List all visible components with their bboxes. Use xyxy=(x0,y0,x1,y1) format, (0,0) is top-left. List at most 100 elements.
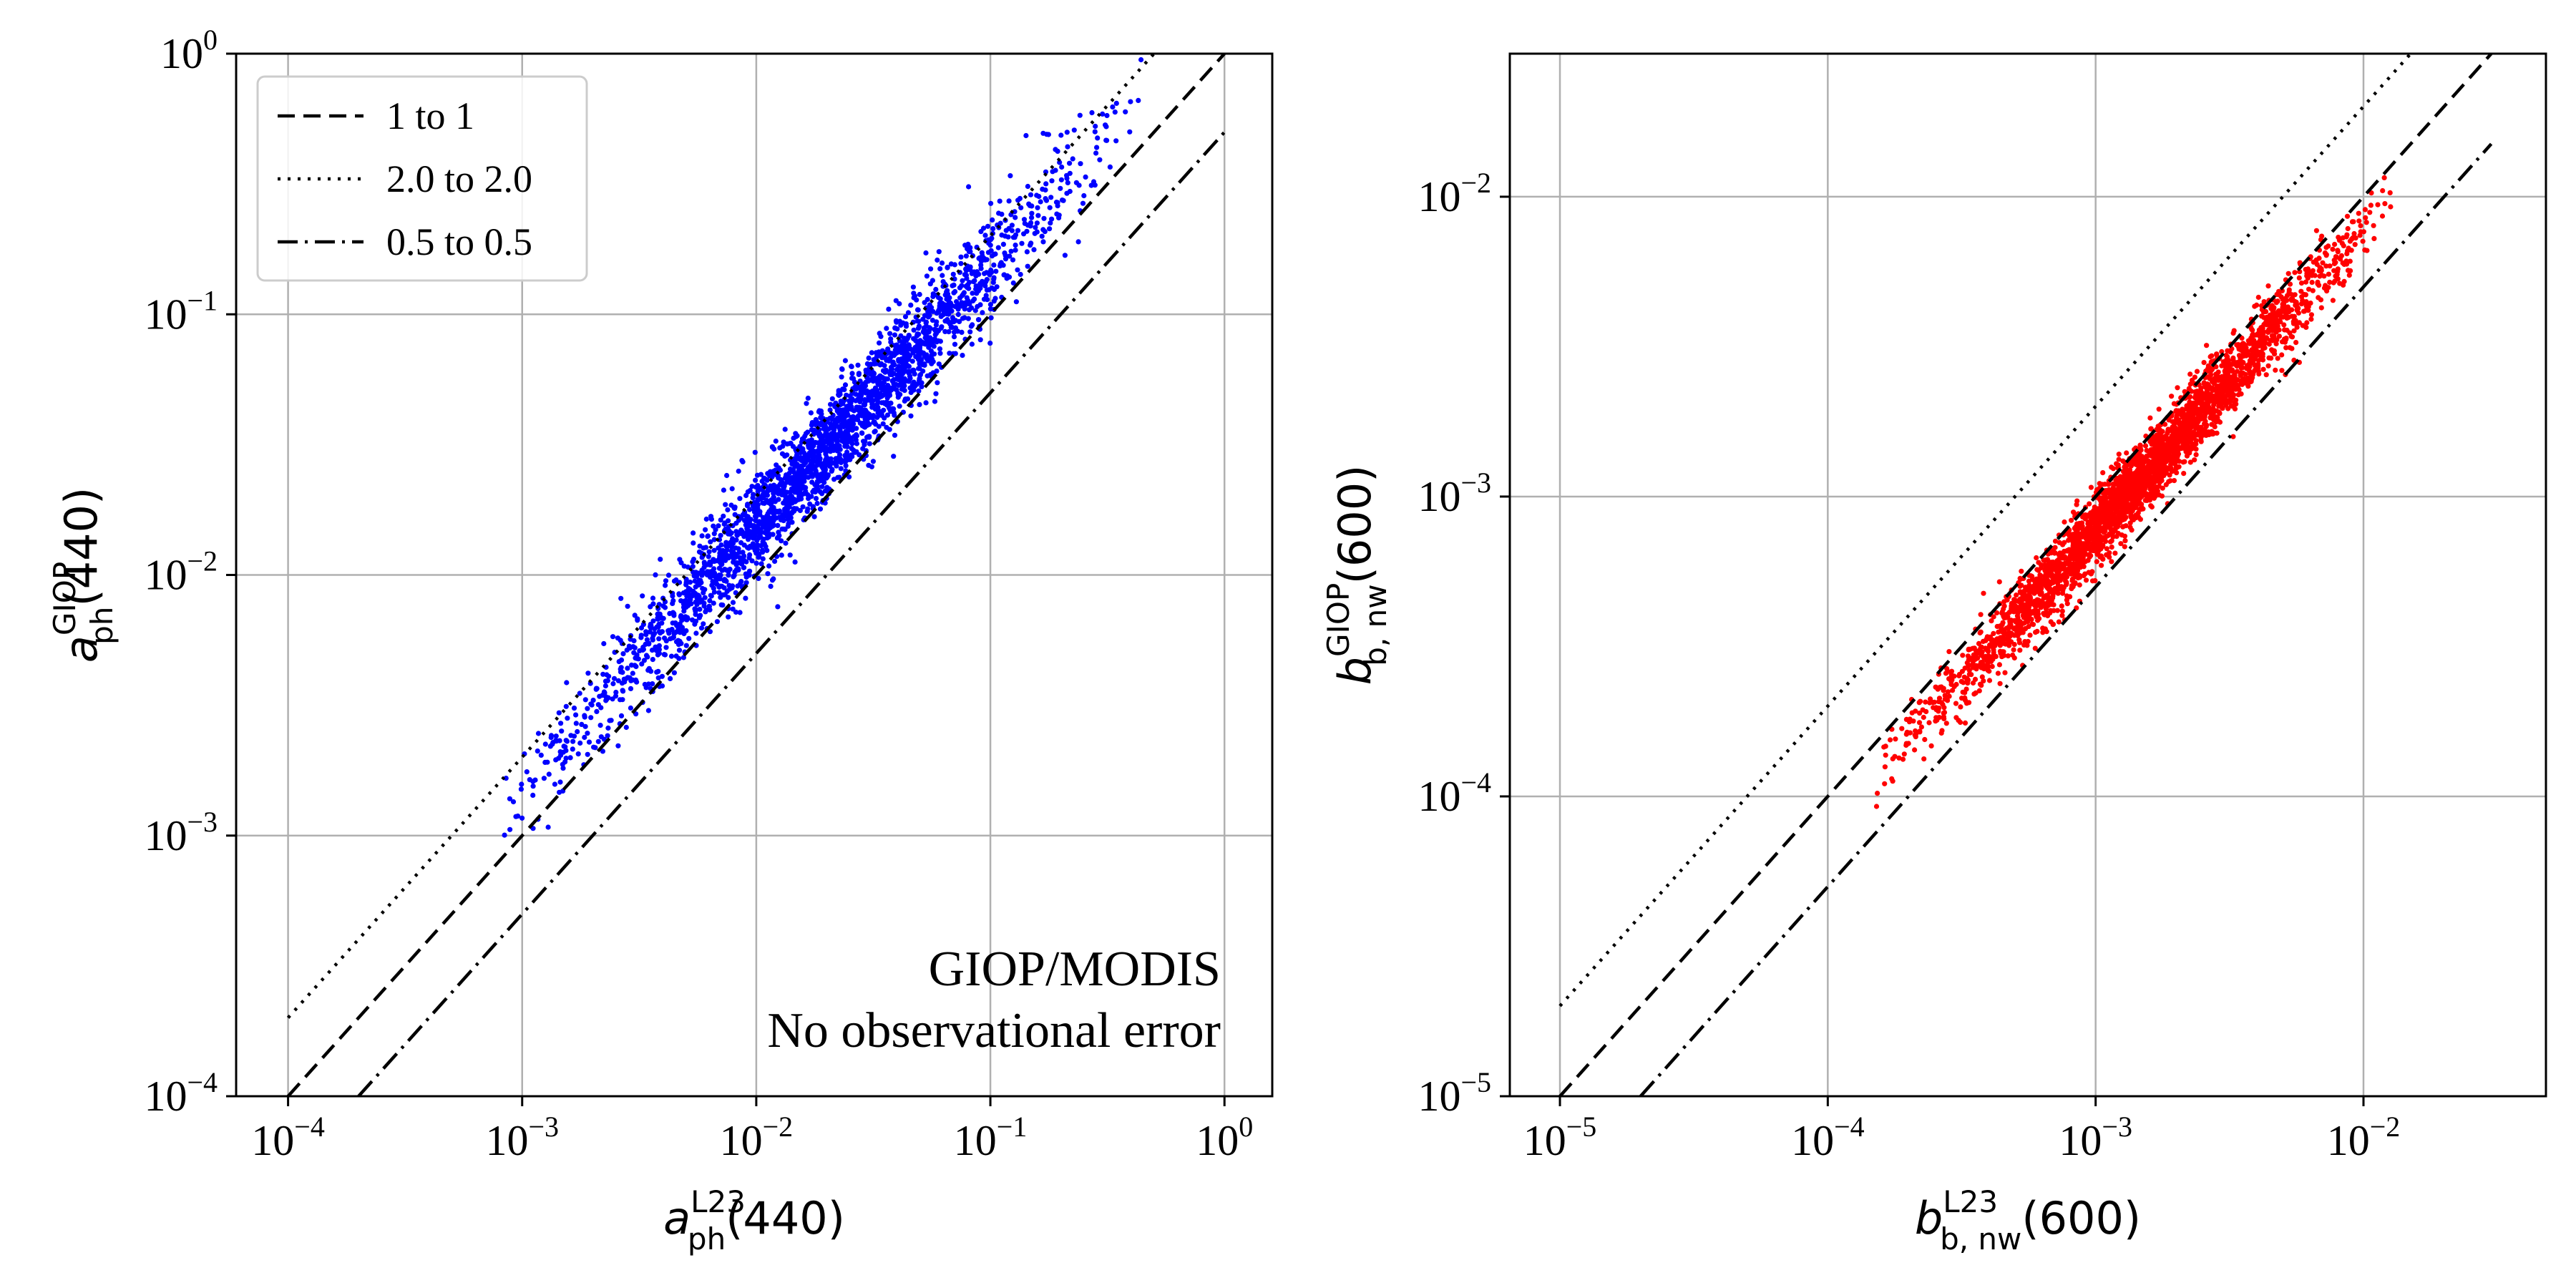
scatter-point xyxy=(947,301,952,307)
scatter-point xyxy=(1039,233,1045,239)
scatter-point xyxy=(1049,216,1055,222)
scatter-point xyxy=(2066,537,2072,543)
scatter-point xyxy=(738,579,744,585)
scatter-point xyxy=(550,740,556,746)
scatter-point xyxy=(973,273,979,279)
scatter-point xyxy=(552,781,558,787)
scatter-point xyxy=(585,706,590,711)
scatter-point xyxy=(743,559,749,565)
scatter-point xyxy=(2156,406,2162,412)
scatter-point xyxy=(755,527,761,533)
scatter-point xyxy=(1966,646,1971,652)
scatter-point xyxy=(884,385,890,391)
scatter-point xyxy=(925,358,931,364)
scatter-point xyxy=(977,286,983,291)
scatter-point xyxy=(676,648,683,653)
scatter-point xyxy=(779,451,786,457)
scatter-point xyxy=(2173,464,2179,471)
scatter-point xyxy=(1035,213,1041,218)
scatter-point xyxy=(951,319,957,325)
scatter-point xyxy=(1991,630,1996,637)
scatter-point xyxy=(638,625,645,631)
scatter-point xyxy=(1958,719,1963,726)
scatter-point xyxy=(744,503,751,509)
scatter-point xyxy=(737,496,743,502)
scatter-point xyxy=(1956,673,1962,679)
scatter-point xyxy=(1110,104,1116,110)
scatter-point xyxy=(676,591,682,597)
scatter-point xyxy=(2127,525,2133,530)
scatter-point xyxy=(971,269,977,275)
scatter-point xyxy=(886,306,892,312)
scatter-point xyxy=(843,441,849,447)
scatter-point xyxy=(693,599,698,605)
scatter-point xyxy=(786,497,792,503)
scatter-point xyxy=(843,463,849,469)
scatter-point xyxy=(2335,276,2341,282)
scatter-point xyxy=(631,638,637,644)
scatter-point xyxy=(980,310,985,316)
scatter-point xyxy=(766,520,772,527)
scatter-point xyxy=(711,600,716,606)
scatter-point xyxy=(691,569,696,575)
scatter-point xyxy=(813,468,819,474)
scatter-point xyxy=(1012,209,1018,215)
scatter-point xyxy=(762,476,768,482)
scatter-point xyxy=(764,547,770,553)
scatter-point xyxy=(1010,280,1016,286)
scatter-point xyxy=(2019,568,2024,574)
scatter-point xyxy=(1003,228,1009,233)
scatter-point xyxy=(2265,363,2271,369)
scatter-point xyxy=(874,401,880,407)
scatter-point xyxy=(906,379,912,384)
scatter-point xyxy=(1008,173,1013,179)
scatter-point xyxy=(575,751,581,757)
scatter-point xyxy=(1953,715,1959,721)
scatter-point xyxy=(811,514,817,519)
scatter-point xyxy=(1976,640,1982,647)
scatter-point xyxy=(530,792,536,798)
scatter-point xyxy=(803,484,809,491)
scatter-point xyxy=(2147,415,2153,421)
scatter-point xyxy=(807,501,813,507)
scatter-point xyxy=(920,362,926,368)
scatter-point xyxy=(955,311,961,318)
scatter-point xyxy=(661,652,667,658)
scatter-point xyxy=(1945,698,1951,703)
scatter-point xyxy=(916,323,922,329)
scatter-point xyxy=(2122,544,2127,550)
scatter-point xyxy=(839,438,845,444)
scatter-point xyxy=(557,789,562,795)
scatter-point xyxy=(972,308,978,313)
scatter-point xyxy=(965,316,971,321)
scatter-point xyxy=(649,648,655,653)
scatter-point xyxy=(842,457,848,463)
scatter-point xyxy=(970,298,976,304)
scatter-point xyxy=(679,625,685,631)
scatter-point xyxy=(791,474,796,480)
scatter-point xyxy=(914,318,920,324)
scatter-point xyxy=(597,723,603,728)
scatter-point xyxy=(2112,550,2118,556)
scatter-point xyxy=(836,425,842,431)
scatter-point xyxy=(708,539,713,545)
scatter-point xyxy=(708,562,713,568)
scatter-point xyxy=(750,503,756,509)
scatter-point xyxy=(601,640,607,647)
scatter-point xyxy=(867,421,872,427)
scatter-point xyxy=(573,721,579,726)
scatter-point xyxy=(756,555,761,560)
scatter-point xyxy=(1113,138,1119,144)
scatter-point xyxy=(974,291,980,296)
scatter-point xyxy=(2114,461,2119,467)
scatter-point xyxy=(716,523,721,529)
scatter-point xyxy=(907,385,913,391)
scatter-point xyxy=(927,342,933,348)
scatter-point xyxy=(845,406,851,412)
scatter-point xyxy=(792,499,798,504)
scatter-point xyxy=(930,318,935,323)
scatter-point xyxy=(934,338,940,344)
scatter-point xyxy=(792,559,798,565)
scatter-point xyxy=(699,533,705,539)
scatter-point xyxy=(588,701,594,707)
